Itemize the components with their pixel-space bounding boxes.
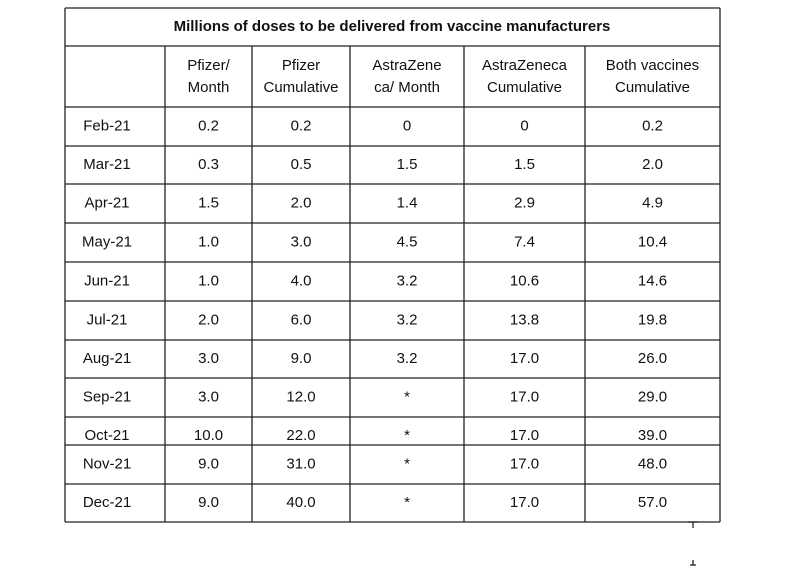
cell: 4.9 [642, 194, 663, 211]
header-cell: Pfizer/ [187, 57, 230, 74]
row-label: Dec-21 [83, 494, 131, 511]
cell: 9.0 [291, 350, 312, 367]
cell: 13.8 [510, 311, 539, 328]
header-cell: AstraZeneca [482, 57, 568, 74]
cell: 1.5 [198, 194, 219, 211]
cell: 14.6 [638, 272, 667, 289]
row-label: Mar-21 [83, 156, 131, 173]
cell: 3.2 [397, 311, 418, 328]
cell: 2.9 [514, 194, 535, 211]
row-label: Feb-21 [83, 117, 131, 134]
header-cell: Both vaccines [606, 57, 699, 74]
cell: 17.0 [510, 494, 539, 511]
cell: 17.0 [510, 427, 539, 444]
row-label: Sep-21 [83, 388, 131, 405]
cell: 1.0 [198, 233, 219, 250]
cell: 3.0 [198, 388, 219, 405]
cell: 22.0 [286, 427, 315, 444]
cell: 57.0 [638, 494, 667, 511]
cell: 17.0 [510, 388, 539, 405]
cell: * [404, 388, 410, 405]
cell: * [404, 494, 410, 511]
cell: 17.0 [510, 350, 539, 367]
cell: 48.0 [638, 455, 667, 472]
header-cell: Month [188, 79, 230, 96]
cell: 6.0 [291, 311, 312, 328]
row-label: Nov-21 [83, 455, 131, 472]
cell: * [404, 427, 410, 444]
cell: 31.0 [286, 455, 315, 472]
header-cell: Cumulative [487, 79, 562, 96]
cell: 10.6 [510, 272, 539, 289]
cell: 19.8 [638, 311, 667, 328]
cell: 9.0 [198, 455, 219, 472]
cell: 29.0 [638, 388, 667, 405]
row-label: Jul-21 [87, 311, 128, 328]
cell: 39.0 [638, 427, 667, 444]
row-label: Apr-21 [84, 194, 129, 211]
cell: 3.2 [397, 272, 418, 289]
cell: 17.0 [510, 455, 539, 472]
cell: 4.0 [291, 272, 312, 289]
cell: 2.0 [291, 194, 312, 211]
header-cell: Pfizer [282, 57, 320, 74]
cell: 9.0 [198, 494, 219, 511]
row-label: May-21 [82, 233, 132, 250]
cell: 0 [520, 117, 528, 134]
cell: 2.0 [198, 311, 219, 328]
cell: 0.2 [642, 117, 663, 134]
cell: 3.0 [198, 350, 219, 367]
cell: 1.5 [514, 156, 535, 173]
header-cell: ca/ Month [374, 79, 440, 96]
cell: 26.0 [638, 350, 667, 367]
cell: * [404, 455, 410, 472]
cell: 12.0 [286, 388, 315, 405]
cell: 2.0 [642, 156, 663, 173]
cell: 7.4 [514, 233, 535, 250]
header-cell: Cumulative [263, 79, 338, 96]
row-label: Oct-21 [84, 427, 129, 444]
table-title: Millions of doses to be delivered from v… [174, 18, 611, 35]
cell: 10.0 [194, 427, 223, 444]
cell: 0 [403, 117, 411, 134]
cell: 0.5 [291, 156, 312, 173]
cell: 0.2 [291, 117, 312, 134]
cell: 1.0 [198, 272, 219, 289]
header-cell: Cumulative [615, 79, 690, 96]
cell: 3.0 [291, 233, 312, 250]
cell: 1.5 [397, 156, 418, 173]
cell: 0.2 [198, 117, 219, 134]
cell: 40.0 [286, 494, 315, 511]
cell: 4.5 [397, 233, 418, 250]
row-label: Jun-21 [84, 272, 130, 289]
cell: 1.4 [397, 194, 418, 211]
cell: 3.2 [397, 350, 418, 367]
cell: 0.3 [198, 156, 219, 173]
header-cell: AstraZene [372, 57, 441, 74]
cell: 10.4 [638, 233, 667, 250]
row-label: Aug-21 [83, 350, 131, 367]
